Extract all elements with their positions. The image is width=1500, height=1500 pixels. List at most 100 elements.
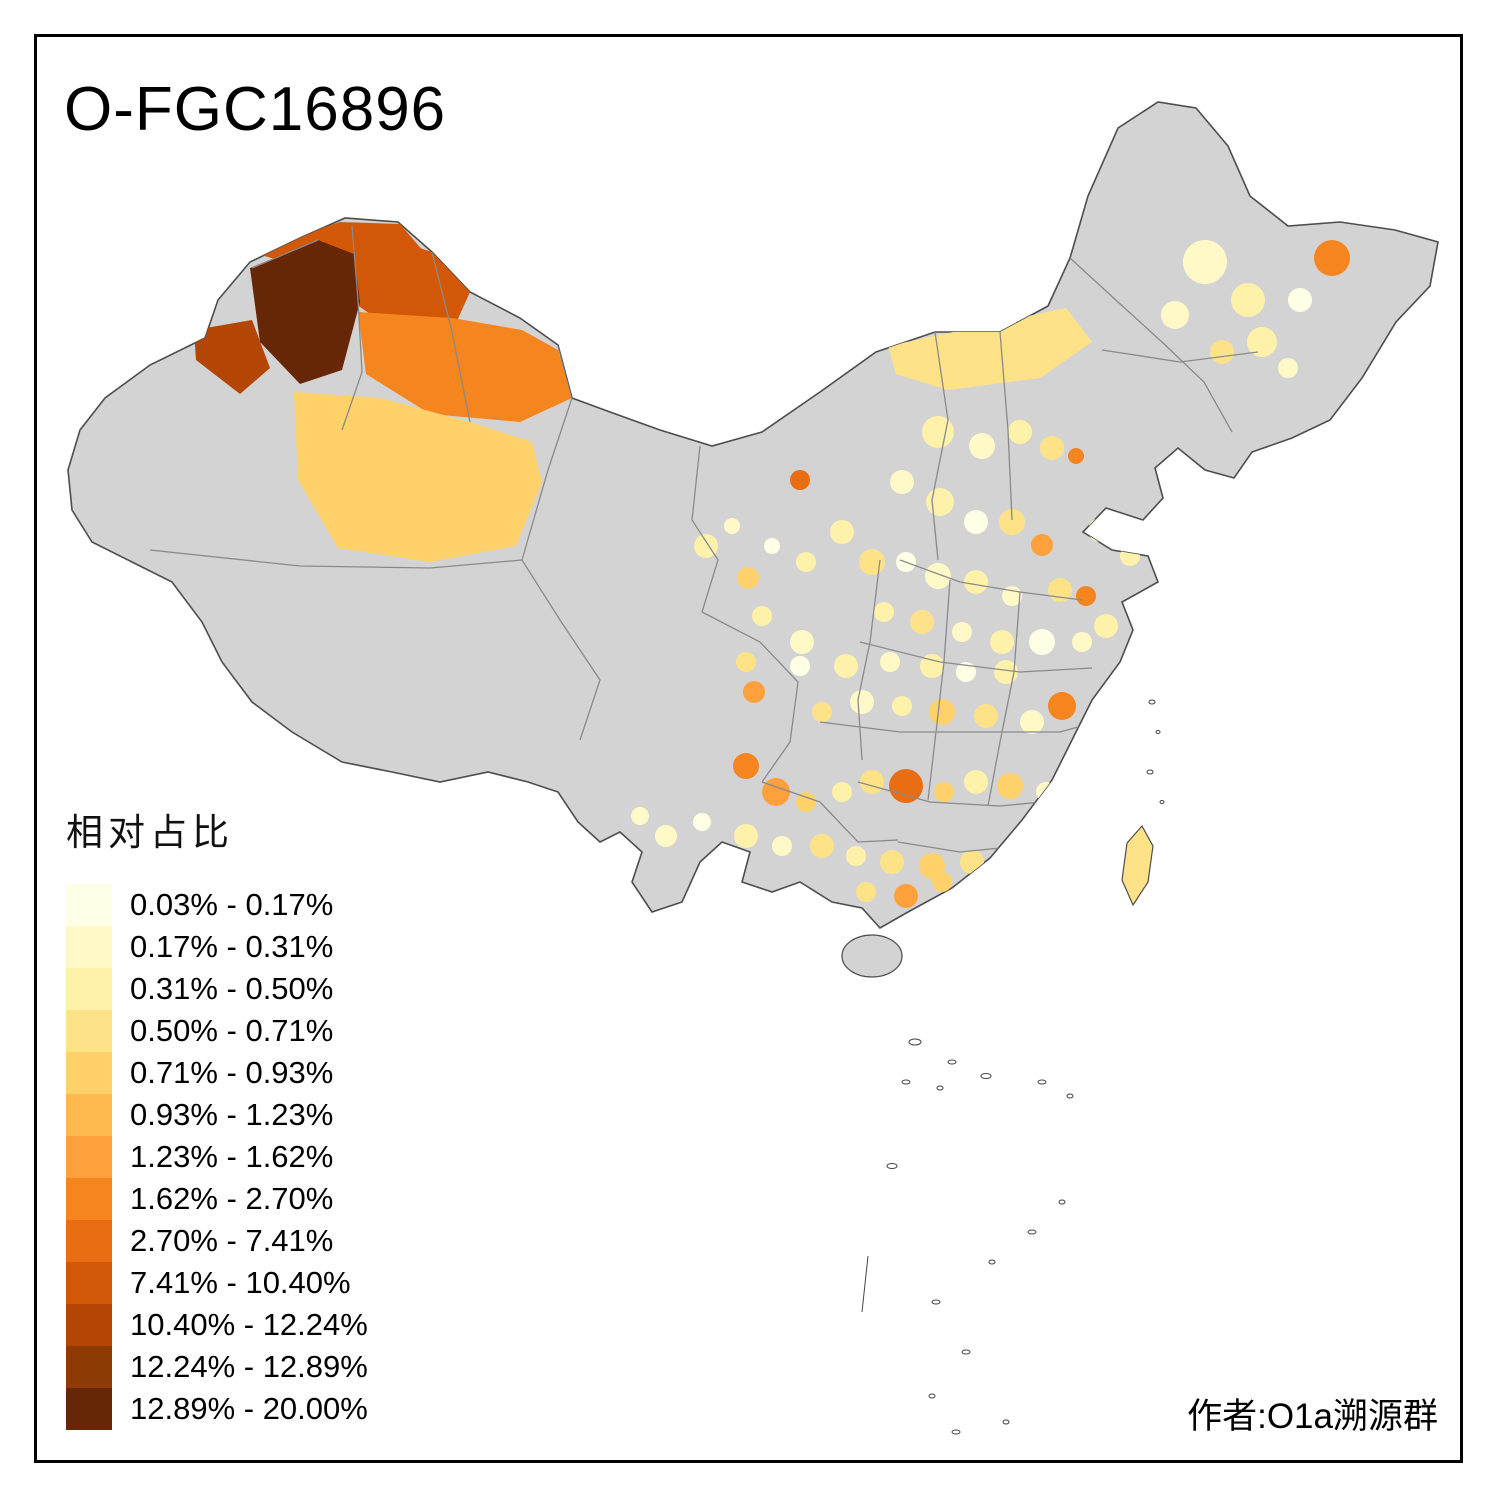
legend-row: 10.40% - 12.24% <box>66 1304 368 1346</box>
legend: 相对占比 0.03% - 0.17% 0.17% - 0.31% 0.31% - 0… <box>66 802 368 1430</box>
map-region <box>929 699 955 725</box>
map-region <box>920 654 944 678</box>
map-region <box>956 662 976 682</box>
sea-island-mark <box>908 1038 922 1046</box>
map-region <box>734 824 758 848</box>
legend-row: 0.31% - 0.50% <box>66 968 368 1010</box>
legend-row: 0.50% - 0.71% <box>66 1010 368 1052</box>
legend-label: 1.23% - 1.62% <box>130 1139 334 1174</box>
map-region <box>358 312 572 422</box>
map-region <box>846 846 866 866</box>
province-borders <box>149 225 1259 853</box>
map-region <box>796 552 816 572</box>
map-region <box>736 652 756 672</box>
map-region <box>997 773 1023 799</box>
map-region <box>250 240 360 384</box>
sea-island-mark <box>1148 699 1156 705</box>
map-region <box>990 630 1014 654</box>
map-region <box>890 470 914 494</box>
map-region <box>934 782 954 802</box>
map-region <box>1231 283 1265 317</box>
legend-swatch <box>66 1262 112 1304</box>
map-region <box>889 769 923 803</box>
province-border-line <box>341 225 363 431</box>
legend-swatch <box>66 1010 112 1052</box>
province-border-line <box>1069 257 1233 433</box>
province-border-line <box>857 559 881 761</box>
legend-label: 0.50% - 0.71% <box>130 1013 334 1048</box>
map-region <box>1048 692 1076 720</box>
map-region <box>994 660 1018 684</box>
map-region <box>1278 358 1298 378</box>
map-region <box>834 654 858 678</box>
sea-island-mark <box>1037 1079 1047 1085</box>
map-region <box>693 813 711 831</box>
legend-row: 12.89% - 20.00% <box>66 1388 368 1430</box>
map-region <box>752 606 772 626</box>
map-region <box>1161 301 1189 329</box>
map-region <box>874 602 894 622</box>
map-region <box>694 534 718 558</box>
province-border-line <box>859 641 1093 673</box>
map-region <box>194 320 270 394</box>
map-region <box>964 570 988 594</box>
province-border-line <box>701 611 799 783</box>
map-region <box>892 696 912 716</box>
island-patches <box>1121 824 1154 907</box>
legend-label: 12.89% - 20.00% <box>130 1391 368 1426</box>
map-region <box>1036 782 1056 802</box>
map-region <box>856 882 876 902</box>
map-region <box>790 656 810 676</box>
map-region <box>925 563 951 589</box>
map-region <box>733 753 759 779</box>
map-region <box>850 690 874 714</box>
province-border-line <box>251 239 319 269</box>
map-region <box>880 652 900 672</box>
province-border-line <box>931 331 949 561</box>
province-border-line <box>521 559 601 741</box>
map-region <box>1002 842 1022 862</box>
sea-island-mark <box>988 1259 996 1265</box>
map-region <box>832 782 852 802</box>
province-border-line <box>431 251 471 423</box>
map-region <box>859 549 885 575</box>
province-border-line <box>899 559 1083 601</box>
map-region <box>1288 288 1312 312</box>
map-region <box>952 622 972 642</box>
legend-label: 0.93% - 1.23% <box>130 1097 334 1132</box>
map-region <box>1076 586 1096 606</box>
map-region <box>743 681 765 703</box>
map-region <box>737 567 759 589</box>
hainan-island <box>841 934 903 978</box>
choropleth-patches <box>194 222 1350 908</box>
legend-label: 1.62% - 2.70% <box>130 1181 334 1216</box>
legend-swatch <box>66 1388 112 1430</box>
map-region <box>1069 791 1091 813</box>
legend-row: 1.62% - 2.70% <box>66 1178 368 1220</box>
map-region <box>1088 518 1112 542</box>
legend-row: 7.41% - 10.40% <box>66 1262 368 1304</box>
map-region <box>894 884 918 908</box>
map-region <box>932 872 952 892</box>
map-region <box>860 770 884 794</box>
sea-island-mark <box>1002 1419 1010 1425</box>
map-region <box>964 510 988 534</box>
map-region <box>919 853 945 879</box>
province-border-line <box>819 721 1097 733</box>
province-border-line <box>927 579 951 801</box>
map-region <box>1314 240 1350 276</box>
sea-island-mark <box>886 1163 898 1169</box>
legend-swatch <box>66 1178 112 1220</box>
map-region <box>1080 832 1100 852</box>
legend-label: 10.40% - 12.24% <box>130 1307 368 1342</box>
legend-row: 1.23% - 1.62% <box>66 1136 368 1178</box>
province-border-line <box>149 549 523 569</box>
legend-rows: 0.03% - 0.17% 0.17% - 0.31% 0.31% - 0.50% 0… <box>66 884 368 1430</box>
legend-swatch <box>66 884 112 926</box>
legend-row: 12.24% - 12.89% <box>66 1346 368 1388</box>
sea-island-mark <box>1058 1199 1066 1205</box>
map-region <box>1040 436 1064 460</box>
map-region <box>910 610 934 634</box>
legend-swatch <box>66 968 112 1010</box>
